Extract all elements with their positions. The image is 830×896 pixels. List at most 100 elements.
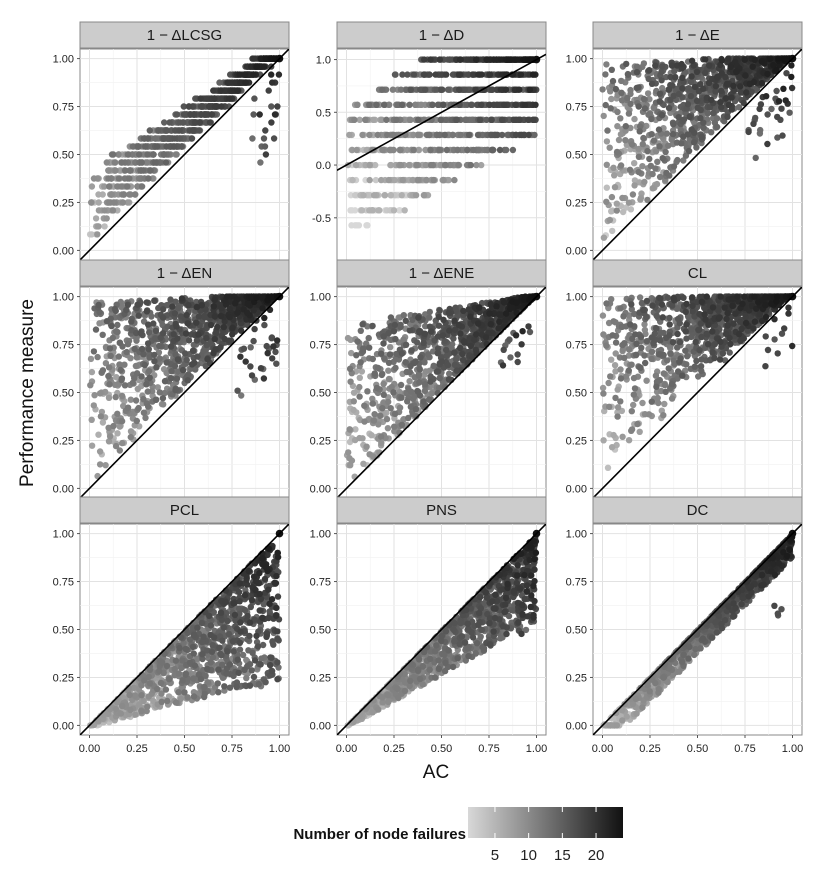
data-point [476,116,484,124]
data-point [105,394,113,401]
data-point [665,104,673,112]
data-point [478,161,485,169]
data-point [357,327,364,334]
data-point [385,101,393,109]
data-point [240,345,248,352]
data-point [763,93,770,100]
data-point [127,167,134,174]
data-point [633,69,641,76]
data-point [462,116,470,124]
data-point [96,320,103,327]
data-point [421,71,428,78]
data-point [221,335,228,343]
data-point [132,191,139,198]
data-point [728,94,735,101]
data-point [237,327,245,334]
data-point [121,175,128,182]
data-point [436,374,443,382]
data-point [106,199,113,206]
data-point [645,75,652,83]
data-point [613,148,621,156]
data-point [507,354,514,361]
data-point [373,101,380,109]
data-point [767,55,774,62]
data-point [391,410,399,417]
data-point [783,70,790,77]
data-point [678,60,685,68]
data-point [171,135,178,142]
data-point [700,124,707,131]
data-point [187,111,194,118]
data-point [145,368,153,375]
data-point [171,310,179,317]
data-point [391,71,399,78]
y-tick-label: 1.00 [53,54,74,66]
data-point [203,334,210,342]
data-point [608,66,615,74]
data-point [606,144,613,151]
data-point [229,324,236,331]
data-point [163,359,170,366]
data-point [203,111,210,118]
data-point [180,111,188,118]
data-point [132,362,140,370]
data-point [358,207,366,214]
data-point [702,56,709,63]
data-point [512,116,520,124]
data-point [369,355,376,363]
data-point [250,307,257,314]
data-point [438,86,445,93]
data-point [124,404,132,411]
y-tick-label: 0.25 [53,197,74,209]
data-point [377,350,385,357]
data-point [524,116,532,124]
data-point [385,176,392,184]
data-point [633,63,641,70]
data-point [147,167,154,174]
data-point [129,151,136,158]
data-point [112,393,119,401]
data-point [745,128,752,136]
data-point [214,323,221,331]
data-point [368,432,375,439]
data-point [727,63,734,71]
data-point [775,98,783,105]
data-point [741,56,748,63]
data-point [637,123,644,130]
data-point [388,383,395,391]
data-point [101,183,108,190]
data-point [185,302,192,309]
data-point [667,73,674,81]
data-point [155,127,162,134]
data-point [180,103,187,110]
data-point [373,384,381,392]
data-point [603,198,610,205]
data-point [150,320,157,327]
data-point [143,159,151,166]
data-point [380,380,387,388]
data-point [232,300,239,307]
data-point [159,306,167,313]
data-point [426,71,433,78]
data-point [663,169,670,177]
data-point [351,116,358,124]
data-point [599,86,606,93]
data-point [512,101,519,109]
data-point [644,147,651,155]
data-point [118,418,126,425]
data-point [782,97,789,104]
data-point [135,404,142,412]
data-point [397,146,404,154]
data-point [426,131,433,139]
data-point [87,355,95,363]
data-point [788,84,796,92]
data-point [118,392,126,400]
data-point [347,207,354,214]
data-point [721,118,728,125]
data-point [662,73,670,81]
data-point [346,426,353,433]
data-point [174,356,182,363]
data-point [178,295,186,302]
data-point [415,146,422,154]
data-point [346,131,353,139]
